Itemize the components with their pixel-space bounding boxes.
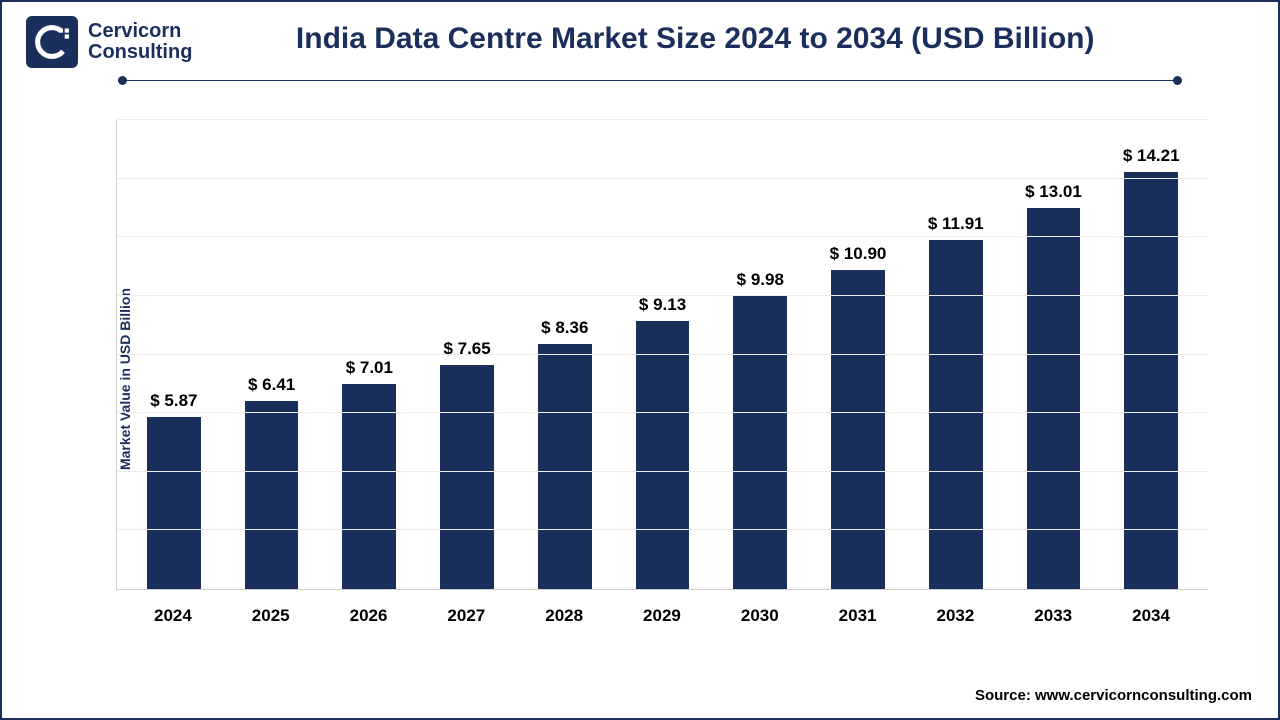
x-axis-label: 2030 [711, 596, 809, 638]
chart-area: Market Value in USD Billion $ 5.87$ 6.41… [92, 120, 1208, 638]
x-axis-label: 2029 [613, 596, 711, 638]
bar [636, 321, 690, 589]
chart-title: India Data Centre Market Size 2024 to 20… [192, 16, 1238, 56]
bar-value-label: $ 11.91 [928, 214, 984, 234]
bar [440, 365, 494, 589]
bar [1027, 208, 1081, 589]
bar [831, 270, 885, 590]
gridline [117, 295, 1208, 296]
x-axis-label: 2024 [124, 596, 222, 638]
x-axis-label: 2031 [809, 596, 907, 638]
source-line: Source: www.cervicornconsulting.com [975, 687, 1252, 704]
brand-name-line1: Cervicorn [88, 21, 192, 42]
gridline [117, 354, 1208, 355]
brand-c-icon [30, 20, 74, 64]
bar-slot: $ 10.90 [809, 120, 907, 589]
bar [342, 384, 396, 589]
bar-value-label: $ 13.01 [1025, 182, 1082, 202]
bars-container: $ 5.87 $ 6.41 $ 7.01 $ 7.65 $ 8.36 $ 9.13 $ 9.… [117, 120, 1208, 589]
source-label: Source: [975, 687, 1031, 704]
header: Cervicorn Consulting India Data Centre M… [2, 2, 1278, 68]
gridline [117, 412, 1208, 413]
bar [733, 296, 787, 589]
bar-slot: $ 9.13 [614, 120, 712, 589]
bar-slot: $ 5.87 [125, 120, 223, 589]
gridline [117, 471, 1208, 472]
x-axis-label: 2028 [515, 596, 613, 638]
x-axis-label: 2026 [320, 596, 418, 638]
bar-value-label: $ 5.87 [150, 391, 197, 411]
x-axis-label: 2033 [1004, 596, 1102, 638]
bar-slot: $ 7.65 [418, 120, 516, 589]
x-axis-label: 2027 [417, 596, 515, 638]
bar [245, 401, 299, 589]
bar [929, 240, 983, 589]
bar-value-label: $ 7.01 [346, 358, 393, 378]
brand-logo: Cervicorn Consulting [26, 16, 192, 68]
bar-slot: $ 7.01 [320, 120, 418, 589]
bar-value-label: $ 6.41 [248, 375, 295, 395]
x-axis-label: 2032 [907, 596, 1005, 638]
bar-value-label: $ 10.90 [830, 244, 887, 264]
bar [147, 417, 201, 589]
brand-logo-mark [26, 16, 78, 68]
bar [1124, 172, 1178, 589]
bar-slot: $ 6.41 [223, 120, 321, 589]
source-text: www.cervicornconsulting.com [1035, 687, 1252, 704]
title-divider [122, 80, 1178, 81]
x-axis-labels: 2024202520262027202820292030203120322033… [116, 596, 1208, 638]
gridline [117, 529, 1208, 530]
gridline [117, 236, 1208, 237]
bar-value-label: $ 9.13 [639, 295, 686, 315]
x-axis-label: 2025 [222, 596, 320, 638]
chart-frame: Cervicorn Consulting India Data Centre M… [0, 0, 1280, 720]
bar [538, 344, 592, 589]
bar-slot: $ 11.91 [907, 120, 1005, 589]
plot-region: $ 5.87 $ 6.41 $ 7.01 $ 7.65 $ 8.36 $ 9.13 $ 9.… [116, 120, 1208, 590]
brand-name: Cervicorn Consulting [88, 21, 192, 63]
bar-slot: $ 14.21 [1102, 120, 1200, 589]
bar-value-label: $ 9.98 [737, 270, 784, 290]
bar-slot: $ 8.36 [516, 120, 614, 589]
x-axis-label: 2034 [1102, 596, 1200, 638]
bar-slot: $ 9.98 [711, 120, 809, 589]
brand-name-line2: Consulting [88, 42, 192, 63]
bar-value-label: $ 8.36 [541, 318, 588, 338]
gridline [117, 119, 1208, 120]
bar-value-label: $ 7.65 [443, 339, 490, 359]
gridline [117, 178, 1208, 179]
bar-value-label: $ 14.21 [1123, 146, 1180, 166]
bar-slot: $ 13.01 [1005, 120, 1103, 589]
